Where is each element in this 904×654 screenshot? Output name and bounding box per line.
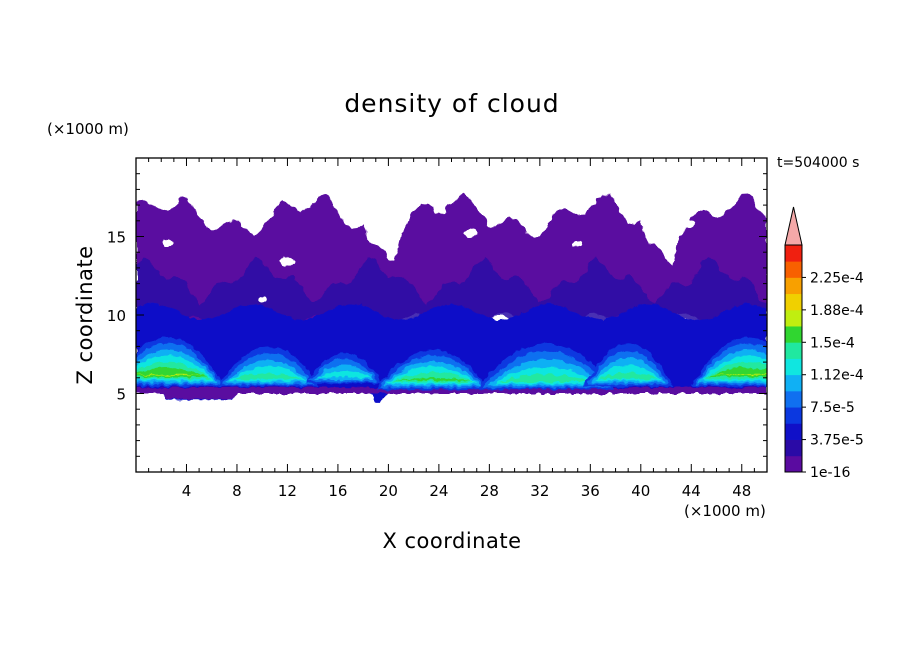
field-gap — [572, 240, 583, 248]
y-tick-label: 5 — [116, 386, 126, 404]
field-band-base — [136, 387, 767, 399]
x-tick-label: 8 — [232, 482, 242, 500]
field-gap — [280, 256, 295, 267]
colorbar-swatch — [785, 455, 802, 473]
colorbar-swatch — [785, 293, 802, 311]
y-unit-label: (×1000 m) — [47, 120, 129, 138]
x-axis-ticks: 4 8 12 16 20 24 28 32 36 40 44 48 — [148, 158, 755, 500]
colorbar-label: 1e-16 — [810, 465, 850, 481]
field-lens-24 — [375, 349, 490, 390]
colorbar-swatch — [785, 342, 802, 359]
field-lens-west — [136, 337, 225, 387]
colorbar-swatch — [785, 261, 802, 278]
colorbar-label: 7.5e-5 — [810, 400, 855, 416]
y-axis-label: Z coordinate — [73, 245, 97, 384]
colorbar-label: 3.75e-5 — [810, 433, 864, 449]
colorbar-swatch — [785, 390, 802, 408]
field-band-mid — [136, 257, 767, 330]
x-tick-label: 4 — [182, 482, 192, 500]
colorbar-swatch — [785, 277, 802, 295]
colorbar-swatch — [785, 439, 802, 457]
field-lens-east — [691, 337, 767, 387]
x-tick-label: 44 — [682, 482, 701, 500]
x-tick-label: 28 — [480, 482, 499, 500]
colorbar-label: 1.88e-4 — [810, 303, 864, 319]
time-label: t=504000 s — [777, 155, 859, 171]
x-unit-label: (×1000 m) — [684, 502, 766, 520]
field-lens-16 — [306, 352, 383, 384]
colorbar-label: 1.12e-4 — [810, 368, 864, 384]
x-tick-label: 32 — [530, 482, 549, 500]
x-tick-label: 48 — [732, 482, 751, 500]
field-gap — [162, 239, 173, 247]
x-tick-label: 20 — [379, 482, 398, 500]
x-axis-label: X coordinate — [382, 529, 521, 553]
x-tick-label: 40 — [631, 482, 650, 500]
colorbar-label: 1.5e-4 — [810, 335, 855, 351]
colorbar-swatch — [785, 374, 802, 392]
colorbar-overflow-arrow — [784, 206, 803, 246]
x-tick-label: 24 — [429, 482, 448, 500]
cloud-density-field — [136, 193, 767, 402]
colorbar: 1e-16 3.75e-5 7.5e-5 1.12e-4 1.5e-4 1.88e-4 2.… — [784, 206, 864, 481]
colorbar-swatch — [785, 407, 802, 424]
field-gap — [464, 229, 477, 238]
x-tick-label: 36 — [581, 482, 600, 500]
colorbar-swatch — [785, 358, 802, 376]
colorbar-swatch — [785, 423, 802, 440]
field-lens-12 — [218, 346, 319, 387]
colorbar-swatch — [785, 245, 802, 262]
y-tick-label: 10 — [107, 307, 126, 325]
y-tick-label: 15 — [107, 229, 126, 247]
field-gap — [258, 296, 267, 303]
colorbar-swatch — [785, 326, 802, 343]
x-tick-label: 16 — [328, 482, 347, 500]
colorbar-label: 2.25e-4 — [810, 270, 864, 286]
colorbar-swatch — [785, 309, 802, 327]
y-axis-ticks: 5 10 15 — [107, 173, 767, 457]
chart-title: density of cloud — [344, 89, 559, 118]
field-gap — [686, 220, 697, 228]
field-lens-32 — [476, 343, 616, 390]
x-tick-label: 12 — [278, 482, 297, 500]
field-lens-39 — [584, 343, 673, 387]
